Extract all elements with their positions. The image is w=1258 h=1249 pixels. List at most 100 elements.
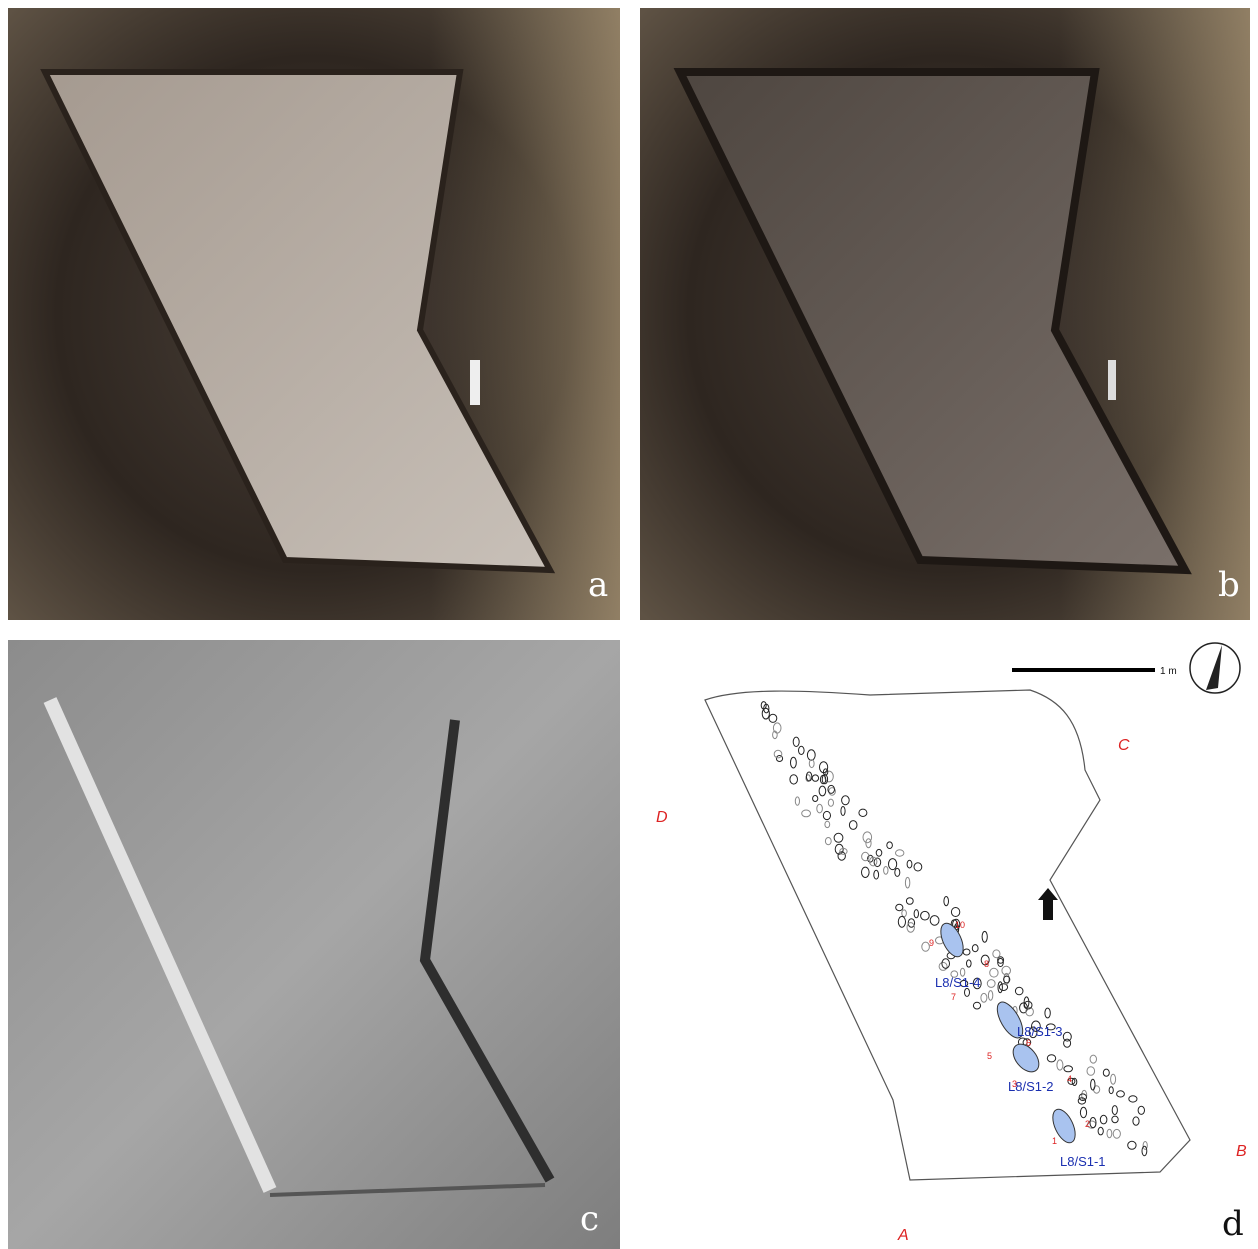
trackway-label: L8/S1-3 (1017, 1024, 1063, 1039)
footprint (862, 831, 873, 844)
footprint (773, 749, 783, 759)
panel-a: a (8, 8, 620, 620)
footprint (904, 876, 911, 889)
footprint (1071, 1077, 1078, 1087)
point-number: 10 (955, 920, 965, 930)
trackway-label: L8/S1-1 (1060, 1154, 1106, 1169)
footprint (812, 795, 819, 802)
footprint (1063, 1038, 1072, 1048)
footprint (789, 774, 799, 785)
control-point: C (1118, 737, 1130, 754)
footprint (883, 866, 889, 875)
footprint (794, 796, 801, 806)
track (940, 922, 964, 958)
footprint (867, 854, 874, 863)
footprint (1111, 1105, 1118, 1116)
footprint (1090, 1078, 1096, 1091)
footprint (840, 806, 846, 816)
track (996, 1001, 1024, 1039)
point-number: 5 (987, 1051, 992, 1061)
footprint (971, 944, 979, 953)
trackway-label: L8/S1-2 (1008, 1079, 1054, 1094)
footprint (980, 992, 988, 1003)
footprint (763, 703, 770, 714)
point-number: 1 (1052, 1136, 1057, 1146)
excavated-surface (673, 68, 1192, 575)
footprint (1108, 1086, 1114, 1095)
footprint (828, 787, 836, 796)
footprint (941, 958, 951, 969)
trackway-label: L8/S1-4 (935, 975, 981, 990)
footprint (950, 970, 959, 978)
footprint (1067, 1077, 1076, 1085)
footprint (980, 954, 990, 966)
footprint (966, 959, 972, 968)
footprint (943, 896, 950, 907)
footprint (992, 949, 1001, 959)
footprint (907, 918, 916, 928)
panel-d: 1 m A B C D L8/S1-1 L8/S1-2 L8/S1-3 L8/S… (640, 640, 1258, 1249)
footprint (775, 755, 784, 762)
footprint (905, 897, 914, 905)
control-point: A (897, 1227, 909, 1244)
footprint (901, 909, 907, 918)
panel-label: b (1218, 565, 1240, 605)
footprint (822, 810, 832, 821)
footprint (886, 841, 893, 850)
footprint (848, 820, 858, 830)
footprint (1046, 1054, 1057, 1063)
footprint (913, 862, 923, 872)
footprint (869, 856, 878, 867)
footprint (1089, 1054, 1098, 1064)
footprint (1097, 1126, 1104, 1136)
footprint (1044, 1007, 1051, 1019)
footprint (805, 774, 811, 782)
footprint (913, 909, 919, 919)
footprint (1079, 1106, 1088, 1119)
footprint (906, 859, 913, 869)
footprint (861, 851, 870, 862)
footprint (1110, 1073, 1117, 1085)
footprint (1102, 1068, 1110, 1077)
footprint (1099, 1114, 1108, 1125)
excavated-surface (40, 69, 556, 574)
footprint (761, 707, 770, 720)
hillshade (8, 640, 620, 1249)
excavation-outline (704, 689, 1191, 1181)
footprint (1001, 965, 1012, 976)
footprint (827, 798, 835, 807)
wall-shadow (419, 719, 555, 1183)
edge (269, 1183, 546, 1197)
footprint (875, 848, 883, 857)
footprint (906, 922, 915, 933)
footprint (805, 771, 813, 782)
footprint (834, 843, 844, 855)
footprint (833, 832, 844, 843)
north-compass (1189, 642, 1241, 694)
footprint (1003, 975, 1011, 984)
footprint (964, 987, 970, 997)
footprint (1056, 1059, 1064, 1071)
footprint (821, 774, 829, 785)
footprint (1116, 1090, 1125, 1098)
footprint (858, 808, 868, 817)
point-number: 9 (929, 938, 934, 948)
panel-label: c (580, 1199, 599, 1239)
footprint (921, 941, 930, 952)
footprint (839, 847, 848, 855)
footprint (1142, 1141, 1148, 1150)
footprint (888, 858, 898, 871)
north-needle (1206, 645, 1222, 690)
north-arrow (1038, 888, 1058, 920)
track (1052, 1108, 1076, 1144)
panel-label: d (1222, 1204, 1244, 1244)
footprint (861, 866, 870, 878)
footprint (981, 930, 988, 943)
scale-arrow (470, 360, 480, 405)
footprint (1023, 996, 1030, 1009)
footprint (997, 957, 1004, 968)
footprint (768, 713, 778, 723)
footprint (1137, 1105, 1146, 1115)
control-point: D (656, 809, 668, 826)
footprint (798, 745, 805, 756)
